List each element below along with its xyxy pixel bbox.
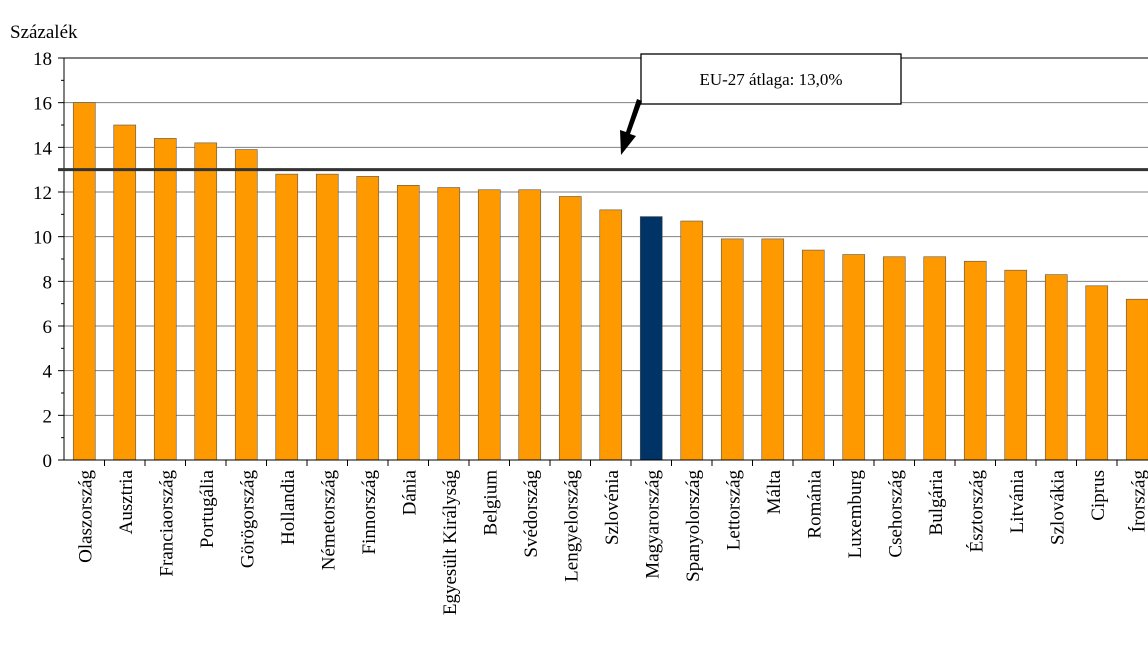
bar-szlovénia bbox=[599, 209, 623, 461]
bar-olaszország bbox=[72, 102, 96, 461]
bar-franciaország bbox=[153, 138, 177, 461]
bar-észtország bbox=[963, 260, 987, 461]
category-label: Bulgária bbox=[926, 469, 947, 535]
y-tick-label: 4 bbox=[43, 362, 53, 383]
bar-ciprus bbox=[1085, 285, 1109, 461]
category-label: Észtország bbox=[965, 470, 987, 553]
category-label: Írország bbox=[1127, 470, 1148, 533]
category-label: Ausztria bbox=[116, 469, 137, 534]
y-tick-label: 16 bbox=[33, 94, 52, 115]
category-label: Görögország bbox=[237, 470, 258, 569]
bar-németország bbox=[315, 173, 339, 461]
category-label: Csehország bbox=[885, 470, 906, 558]
y-axis: 0 2 4 6 8 10 12 14 16 18 bbox=[33, 49, 1148, 472]
y-tick-label: 6 bbox=[43, 317, 53, 338]
bar-magyarország bbox=[639, 216, 663, 461]
category-label: Málta bbox=[764, 469, 785, 514]
category-label: Magyarország bbox=[642, 470, 663, 579]
category-label: Lettország bbox=[723, 470, 744, 551]
category-label: Belgium bbox=[480, 470, 501, 536]
category-label: Németország bbox=[318, 470, 339, 571]
bars bbox=[72, 102, 1148, 461]
bar-bulgária bbox=[923, 256, 947, 461]
bar-lengyelország bbox=[558, 196, 582, 461]
y-tick-label: 2 bbox=[43, 406, 53, 427]
category-label: Románia bbox=[804, 469, 825, 538]
bar-görögország bbox=[234, 149, 258, 461]
bar-szlovákia bbox=[1044, 274, 1068, 461]
bar-litvánia bbox=[1004, 269, 1028, 461]
bar-dánia bbox=[396, 185, 420, 461]
y-tick-label: 10 bbox=[33, 228, 52, 249]
y-tick-label: 14 bbox=[33, 138, 53, 159]
category-label: Finnország bbox=[359, 470, 380, 555]
annotation-text: EU-27 átlaga: 13,0% bbox=[699, 70, 842, 89]
annotation-box bbox=[640, 53, 902, 105]
bar-portugália bbox=[194, 142, 218, 461]
category-label: Szlovákia bbox=[1047, 469, 1068, 544]
x-axis: Olaszország Ausztria Franciaország Portugál… bbox=[64, 459, 1148, 616]
y-tick-label: 0 bbox=[43, 451, 53, 472]
category-label: Dánia bbox=[399, 469, 420, 515]
y-axis-unit-label: Százalék bbox=[10, 22, 78, 43]
category-label: Spanyolország bbox=[683, 470, 704, 582]
bar-málta bbox=[761, 238, 785, 461]
bar-hollandia bbox=[275, 173, 299, 461]
bar-luxemburg bbox=[842, 254, 866, 461]
category-label: Hollandia bbox=[278, 469, 299, 544]
y-tick-label: 8 bbox=[43, 272, 53, 293]
category-label: Litvánia bbox=[1007, 469, 1028, 533]
bar-finnország bbox=[356, 176, 380, 461]
bar-ausztria bbox=[113, 124, 137, 461]
category-label: Egyesült Királyság bbox=[440, 470, 461, 616]
bar-spanyolország bbox=[680, 220, 704, 461]
bar-csehország bbox=[882, 256, 906, 461]
category-label: Svédország bbox=[521, 470, 542, 558]
bar-belgium bbox=[477, 189, 501, 461]
category-label: Szlovénia bbox=[602, 469, 623, 544]
annotation-arrow bbox=[620, 99, 642, 155]
annotation: EU-27 átlaga: 13,0% bbox=[620, 53, 902, 155]
bar-svédország bbox=[518, 189, 542, 461]
category-label: Portugália bbox=[197, 469, 218, 548]
category-label: Lengyelország bbox=[561, 470, 582, 582]
category-label: Ciprus bbox=[1088, 470, 1109, 521]
y-tick-label: 18 bbox=[33, 49, 52, 70]
y-tick-label: 12 bbox=[33, 183, 52, 204]
bar-románia bbox=[801, 249, 825, 461]
bar-írország bbox=[1125, 298, 1148, 461]
category-label: Olaszország bbox=[75, 470, 96, 563]
bar-lettország bbox=[720, 238, 744, 461]
category-label: Franciaország bbox=[156, 470, 177, 577]
category-label: Luxemburg bbox=[845, 470, 866, 559]
bar-egyesült-királyság bbox=[437, 187, 461, 461]
